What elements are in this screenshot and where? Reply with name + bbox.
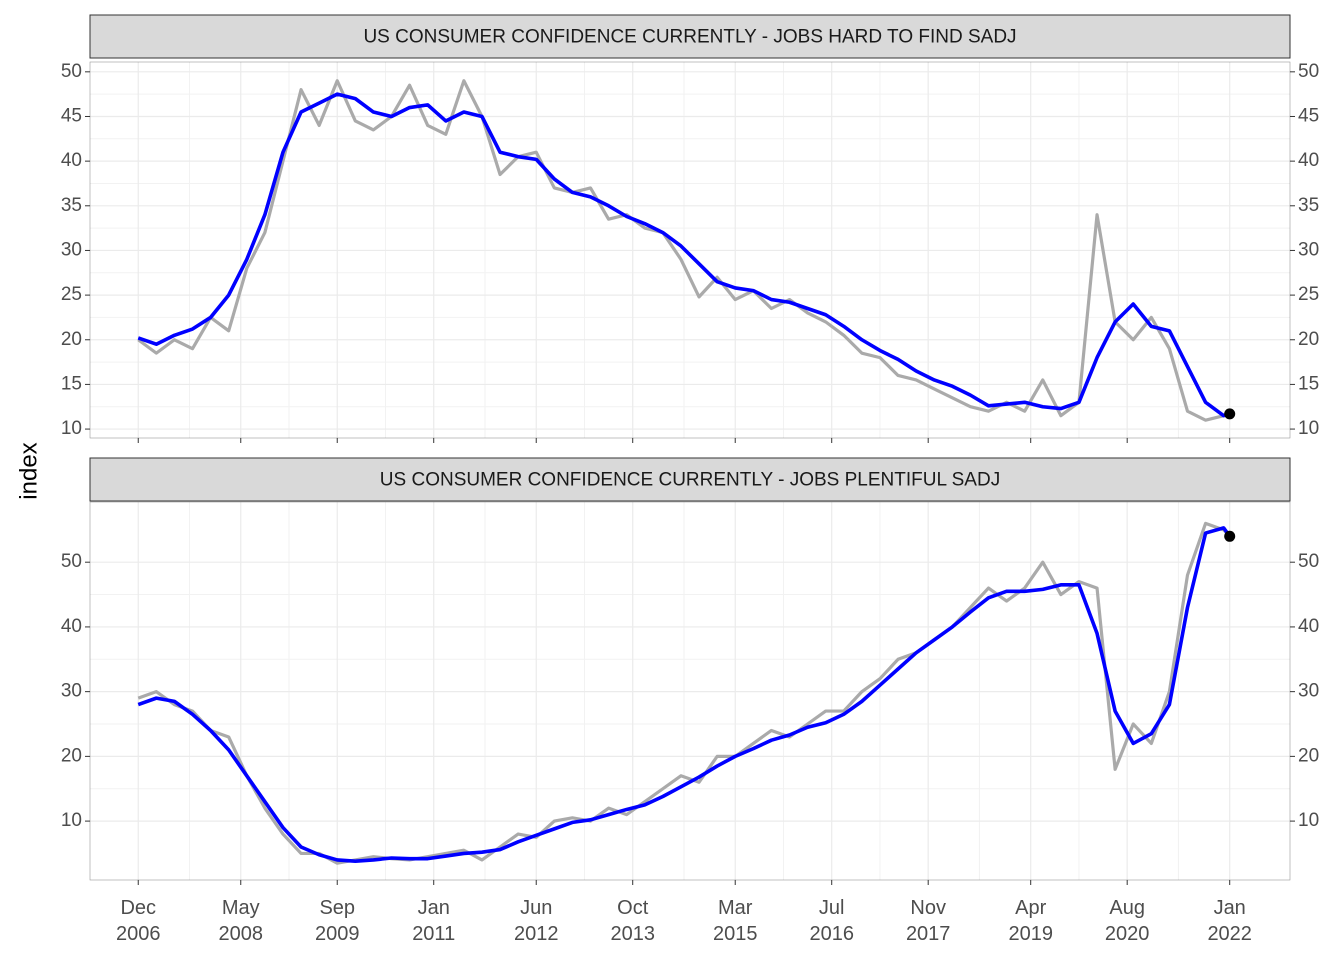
x-tick-label: Aug 2020: [1104, 897, 1150, 945]
y-tick-label: 35: [61, 195, 82, 216]
x-tick-label: Apr 2019: [1008, 897, 1053, 945]
x-tick-label: Nov 2017: [905, 897, 951, 945]
end-point: [1224, 530, 1236, 542]
y-tick-label-right: 50: [1298, 61, 1319, 82]
x-tick-label: Mar 2015: [712, 897, 758, 945]
strip: [89, 14, 1291, 59]
y-tick-label: 10: [61, 418, 82, 439]
y-axis-label: index: [15, 442, 42, 499]
y-tick-label-right: 40: [1298, 150, 1319, 171]
y-tick-label: 40: [61, 616, 82, 637]
y-tick-label: 10: [61, 810, 82, 831]
y-tick-label-right: 10: [1298, 810, 1319, 831]
y-tick-label: 25: [61, 284, 82, 305]
y-tick-label-right: 30: [1298, 681, 1319, 702]
y-tick-label-right: 40: [1298, 616, 1319, 637]
y-tick-label: 30: [61, 681, 82, 702]
y-tick-label: 45: [61, 105, 82, 126]
x-tick-label: Jul 2016: [809, 897, 854, 945]
x-tick-label: Sep 2009: [314, 897, 360, 945]
y-tick-label: 20: [61, 329, 82, 350]
panel: [90, 502, 1290, 880]
strip: [89, 457, 1291, 502]
y-tick-label-right: 25: [1298, 284, 1319, 305]
end-point: [1224, 408, 1236, 420]
x-tick-label: May 2008: [218, 897, 264, 945]
y-tick-label-right: 10: [1298, 418, 1319, 439]
series-line: [137, 526, 1232, 864]
y-tick-label: 50: [61, 551, 82, 572]
y-tick-label: 20: [61, 745, 82, 766]
y-tick-label: 50: [61, 61, 82, 82]
y-tick-label-right: 30: [1298, 239, 1319, 260]
panel-border: [89, 61, 1291, 439]
x-tick-label: Jan 2011: [412, 897, 456, 945]
y-tick-label-right: 35: [1298, 195, 1319, 216]
series-line: [137, 92, 1231, 418]
y-tick-label: 15: [61, 373, 82, 394]
y-tick-label-right: 15: [1298, 373, 1319, 394]
y-tick-label-right: 45: [1298, 105, 1319, 126]
y-tick-label: 30: [61, 239, 82, 260]
y-tick-label: 40: [61, 150, 82, 171]
x-tick-label: Jan 2022: [1207, 897, 1252, 945]
y-tick-label-right: 50: [1298, 551, 1319, 572]
y-tick-label-right: 20: [1298, 329, 1319, 350]
y-tick-label-right: 20: [1298, 745, 1319, 766]
x-tick-label: Oct 2013: [610, 897, 655, 945]
x-tick-label: Dec 2006: [115, 897, 161, 945]
panel-title: US CONSUMER CONFIDENCE CURRENTLY - JOBS …: [380, 470, 1000, 491]
panel-border: [89, 501, 1291, 881]
x-tick-label: Jun 2012: [513, 897, 559, 945]
panel-title: US CONSUMER CONFIDENCE CURRENTLY - JOBS …: [363, 27, 1016, 48]
